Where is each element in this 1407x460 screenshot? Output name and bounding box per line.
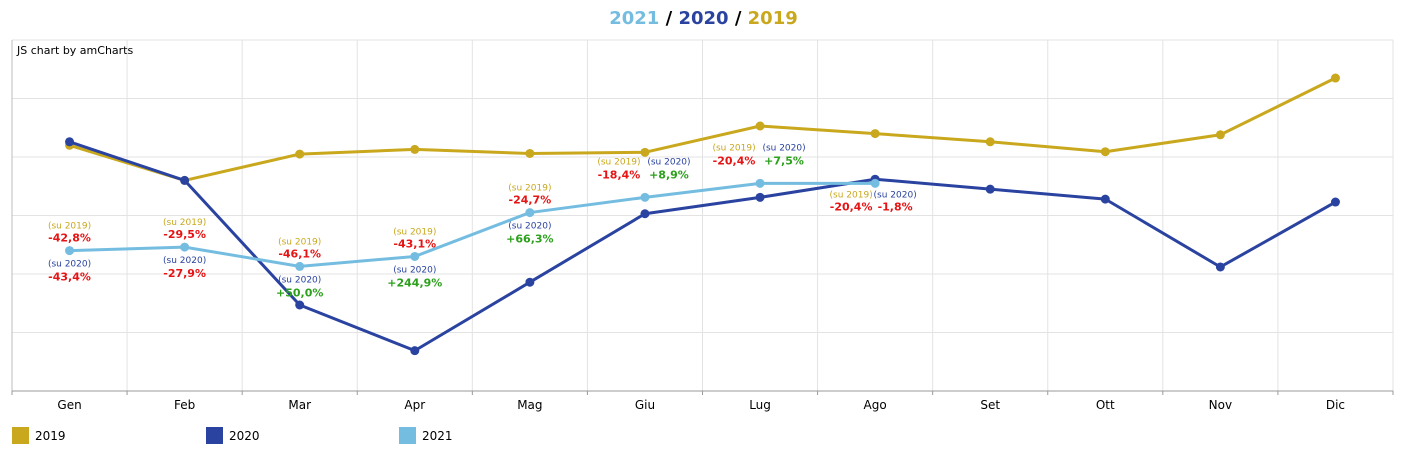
annotation-reference: (su 2019) — [712, 143, 755, 153]
legend-swatch — [399, 427, 416, 444]
x-tick-label: Lug — [749, 398, 771, 412]
data-point-2019 — [870, 129, 880, 139]
data-point-2019 — [525, 148, 535, 158]
x-tick-label: Nov — [1209, 398, 1232, 412]
data-point-2021 — [180, 242, 190, 252]
annotation-reference: (su 2020) — [647, 157, 690, 167]
data-point-2019 — [1330, 73, 1340, 83]
x-tick-label: Mag — [517, 398, 542, 412]
legend: 2019 2020 2021 — [0, 427, 1407, 447]
annotation-percent: +50,0% — [276, 286, 323, 299]
annotation-reference: (su 2020) — [48, 260, 91, 270]
legend-swatch — [12, 427, 29, 444]
annotation-reference: (su 2020) — [874, 190, 917, 200]
annotation-percent: -1,8% — [878, 200, 913, 213]
annotation-reference: (su 2020) — [163, 256, 206, 266]
annotation-percent: -42,8% — [48, 232, 91, 245]
annotation-percent: +8,9% — [649, 168, 689, 181]
data-point-2021 — [640, 192, 650, 202]
data-point-2020 — [640, 209, 650, 219]
data-point-2020 — [65, 137, 75, 147]
legend-item-2019[interactable]: 2019 — [12, 427, 66, 444]
title-separator: / — [659, 8, 679, 29]
annotation-reference: (su 2020) — [278, 275, 321, 285]
annotation-percent: +244,9% — [387, 276, 442, 289]
title-separator: / — [728, 8, 748, 29]
legend-label: 2019 — [35, 428, 66, 443]
annotation-reference: (su 2019) — [508, 184, 551, 194]
annotation-percent: -46,1% — [278, 247, 321, 260]
annotation-reference: (su 2019) — [393, 227, 436, 237]
data-point-2021 — [870, 178, 880, 188]
data-point-2019 — [985, 137, 995, 147]
axes: Gen Feb Mar Apr Mag Giu Lug Ago Set Ott Nov Dic — [11, 40, 1394, 412]
annotation-percent: -27,9% — [163, 267, 206, 280]
annotation-percent: -20,4% — [830, 200, 873, 213]
annotation-percent: -20,4% — [713, 154, 756, 167]
data-point-2020 — [295, 300, 305, 310]
data-point-2021 — [295, 261, 305, 271]
data-point-2019 — [755, 121, 765, 131]
data-point-2019 — [295, 149, 305, 159]
x-tick-label: Dic — [1326, 398, 1345, 412]
data-point-2019 — [410, 144, 420, 154]
data-point-2019 — [640, 147, 650, 157]
series-line-2019 — [68, 76, 1337, 182]
annotation-reference: (su 2019) — [278, 237, 321, 247]
data-point-2020 — [410, 346, 420, 356]
annotation-percent: -43,1% — [393, 237, 436, 250]
title-part-2019: 2019 — [747, 8, 798, 29]
annotation-percent: -29,5% — [163, 228, 206, 241]
data-point-2019 — [1100, 147, 1110, 157]
series-lines — [65, 73, 1340, 356]
x-tick-label: Ago — [864, 398, 887, 412]
annotation-reference: (su 2020) — [508, 222, 551, 232]
data-point-2021 — [755, 178, 765, 188]
data-point-2020 — [1330, 197, 1340, 207]
annotation-percent: +66,3% — [506, 233, 553, 246]
title-part-2020: 2020 — [678, 8, 729, 29]
annotation-percent: +7,5% — [764, 154, 804, 167]
legend-label: 2020 — [229, 428, 260, 443]
title-part-2021: 2021 — [609, 8, 660, 29]
data-point-2020 — [985, 184, 995, 194]
x-tick-label: Giu — [635, 398, 655, 412]
x-tick-label: Ott — [1096, 398, 1115, 412]
x-tick-label: Gen — [57, 398, 81, 412]
data-point-2020 — [525, 277, 535, 287]
data-point-2021 — [65, 246, 75, 256]
data-point-2020 — [1215, 262, 1225, 272]
chart-title: 2021 / 2020 / 2019 — [0, 8, 1407, 29]
legend-swatch — [206, 427, 223, 444]
data-point-2020 — [755, 192, 765, 202]
data-point-2021 — [410, 251, 420, 261]
x-tick-label: Feb — [174, 398, 195, 412]
series-line-2020 — [68, 140, 1337, 353]
legend-item-2020[interactable]: 2020 — [206, 427, 260, 444]
annotation-reference: (su 2019) — [830, 190, 873, 200]
x-tick-label: Mar — [288, 398, 311, 412]
legend-label: 2021 — [422, 428, 453, 443]
annotations: (su 2019)-42,8%(su 2020)-43,4%(su 2019)-… — [48, 143, 917, 299]
data-point-2021 — [525, 208, 535, 218]
data-point-2019 — [1215, 130, 1225, 140]
legend-item-2021[interactable]: 2021 — [399, 427, 453, 444]
chart-credit-link[interactable]: JS chart by amCharts — [17, 44, 134, 57]
annotation-reference: (su 2020) — [393, 265, 436, 275]
x-tick-label: Set — [980, 398, 1000, 412]
series-line-2021 — [68, 181, 877, 268]
data-point-2020 — [1100, 194, 1110, 204]
annotation-percent: -24,7% — [509, 194, 552, 207]
data-point-2020 — [180, 175, 190, 185]
annotation-percent: -43,4% — [48, 271, 91, 284]
annotation-reference: (su 2019) — [163, 218, 206, 228]
x-tick-label: Apr — [404, 398, 425, 412]
annotation-reference: (su 2019) — [48, 222, 91, 232]
annotation-percent: -18,4% — [598, 168, 641, 181]
grid-lines — [11, 39, 1394, 392]
annotation-reference: (su 2019) — [597, 157, 640, 167]
annotation-reference: (su 2020) — [762, 143, 805, 153]
